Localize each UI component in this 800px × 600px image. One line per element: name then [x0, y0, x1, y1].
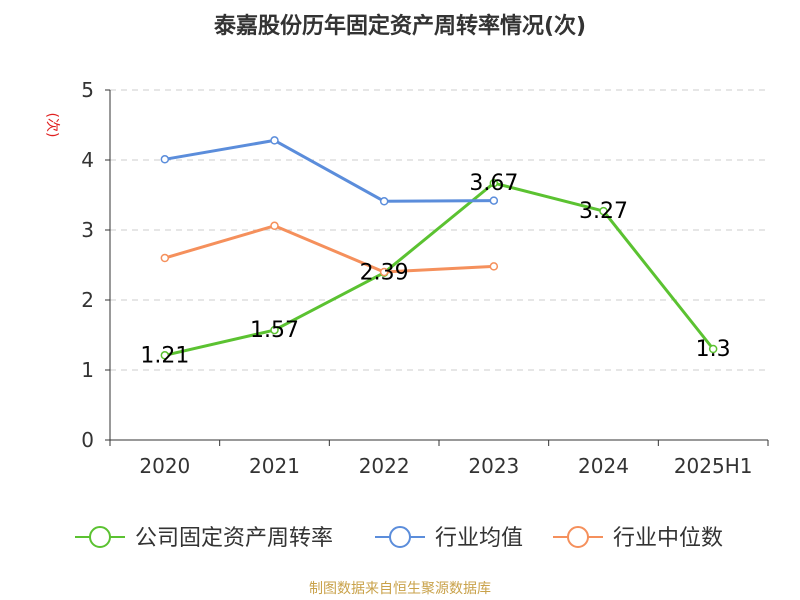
data-point — [489, 262, 499, 271]
y-tick-label: 4 — [81, 148, 94, 172]
grid-lines — [110, 89, 768, 371]
legend-label: 行业中位数 — [613, 526, 723, 551]
data-label: 1.21 — [140, 343, 189, 368]
data-label: 3.67 — [469, 171, 518, 196]
data-point — [489, 178, 499, 188]
data-label: 3.27 — [579, 199, 628, 224]
legend-swatch-marker — [89, 526, 111, 548]
legend-swatch-marker — [389, 526, 411, 548]
chart-title: 泰嘉股份历年固定资产周转率情况(次) — [213, 14, 587, 39]
axes: 0 1 2 3 4 5 2020 2021 2022 2023 2024 2025H1 — [81, 78, 769, 478]
y-tick-label: 0 — [81, 428, 94, 452]
series-line — [164, 224, 494, 274]
data-labels: 1.21 1.57 2.39 3.67 3.27 1.3 — [140, 171, 730, 368]
x-tick-label: 2020 — [139, 454, 190, 478]
series-line — [164, 138, 494, 203]
y-tick-label: 3 — [81, 218, 94, 242]
legend-item: 行业中位数 — [553, 526, 723, 551]
data-point — [270, 136, 279, 145]
data-label: 1.3 — [696, 337, 731, 362]
y-axis-label: (次) — [44, 113, 60, 138]
series-line — [164, 181, 715, 357]
x-tick-label: 2023 — [468, 454, 519, 478]
data-point — [270, 325, 279, 335]
legend: 公司固定资产周转率 行业均值 行业中位数 — [75, 526, 723, 551]
legend-swatch-marker — [567, 526, 589, 548]
legend-label: 公司固定资产周转率 — [135, 526, 333, 551]
x-tick-label: 2025H1 — [674, 454, 753, 478]
y-tick-label: 5 — [81, 78, 94, 102]
y-tick-label: 1 — [81, 358, 94, 382]
data-point — [160, 155, 170, 164]
data-point — [708, 344, 718, 354]
data-point — [599, 206, 608, 216]
legend-label: 行业均值 — [435, 526, 523, 551]
data-point — [379, 267, 389, 277]
data-point — [270, 221, 279, 231]
x-tick-label: 2022 — [359, 454, 410, 478]
series-lines — [160, 136, 718, 360]
data-label: 1.57 — [250, 318, 299, 343]
data-point — [160, 253, 170, 263]
data-point — [160, 351, 170, 360]
footer-source: 制图数据来自恒生聚源数据库 — [309, 581, 491, 597]
data-point — [379, 197, 389, 206]
x-tick-label: 2021 — [249, 454, 300, 478]
legend-item: 公司固定资产周转率 — [75, 526, 333, 551]
legend-item: 行业均值 — [375, 526, 523, 551]
data-point — [489, 196, 499, 205]
x-tick-label: 2024 — [578, 454, 629, 478]
data-label: 2.39 — [360, 261, 409, 286]
y-tick-label: 2 — [81, 288, 94, 312]
